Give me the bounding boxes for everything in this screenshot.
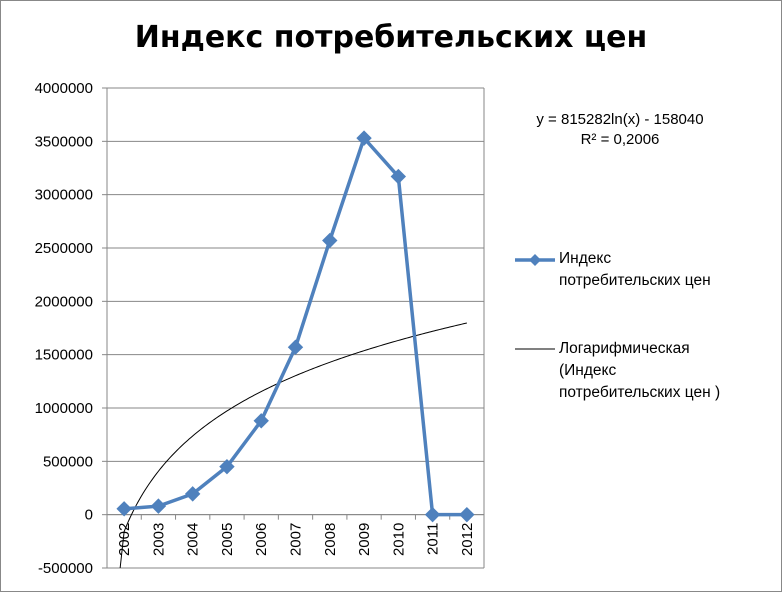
trendline-layer: [119, 322, 467, 569]
data-point-marker: [253, 413, 269, 429]
y-tick-label: -500000: [38, 560, 93, 577]
x-tick-label: 2006: [253, 523, 270, 556]
x-tick-label: 2003: [150, 523, 167, 556]
y-tick-label: 1000000: [35, 400, 93, 417]
data-point-marker: [116, 501, 132, 517]
data-point-marker: [356, 130, 372, 146]
y-tick-label: 2000000: [35, 293, 93, 310]
legend-trend-line-1: Логарифмическая: [559, 340, 690, 357]
trendline-r2: R² = 0,2006: [580, 131, 660, 148]
legend-series-line-1: Индекс: [559, 250, 612, 267]
legend-trendline-label: Логарифмическая (Индекс потребительских …: [559, 338, 720, 404]
trendline-curve: [119, 322, 467, 569]
x-tick-label: 2009: [356, 523, 373, 556]
legend-trend-line-2: (Индекс: [559, 362, 617, 379]
legend-markers: [515, 254, 555, 350]
data-point-marker: [150, 498, 167, 514]
x-tick-label: 2004: [185, 523, 202, 556]
data-point-marker: [184, 486, 201, 502]
y-tick-label: 3000000: [35, 187, 93, 204]
y-tick-label: 500000: [43, 453, 93, 470]
x-tick-label: 2008: [322, 523, 339, 556]
data-point-marker: [390, 168, 407, 185]
y-axis-ticks: -500000 0 500000 1000000 1500000 2000000 25000…: [35, 80, 93, 577]
x-tick-label: 2012: [459, 523, 476, 556]
x-tick-label: 2005: [219, 523, 236, 556]
axes: [106, 88, 485, 568]
y-tick-label: 0: [85, 507, 93, 524]
y-tick-label: 2500000: [35, 240, 93, 257]
y-tick-label: 4000000: [35, 80, 93, 97]
x-axis-ticks: 2002 2003 2004 2005 2006 2007 2008 2009 2010 2011…: [116, 523, 476, 556]
x-tick-label: 2010: [390, 523, 407, 556]
data-point-marker: [322, 232, 338, 249]
data-point-marker: [287, 339, 304, 355]
data-point-marker: [459, 506, 475, 523]
trendline-equation-box: y = 815282ln(x) - 158040 R² = 0,2006: [500, 110, 740, 150]
legend-trend-line-3: потребительских цен ): [559, 384, 721, 401]
data-point-marker: [219, 458, 235, 475]
data-point-marker: [424, 506, 441, 523]
trendline-equation: y = 815282ln(x) - 158040: [536, 111, 704, 128]
chart-title: Индекс потребительских цен: [134, 20, 648, 55]
legend-series-swatch-marker: [529, 254, 541, 266]
y-tick-label: 1500000: [35, 347, 93, 364]
series-layer: [116, 130, 475, 523]
legend-series-label: Индекс потребительских цен: [559, 248, 711, 292]
y-tick-label: 3500000: [35, 133, 93, 150]
gridlines: [102, 87, 484, 569]
x-tick-label: 2007: [288, 523, 305, 556]
x-tick-label: 2002: [116, 523, 133, 556]
legend-series-line-2: потребительских цен: [559, 272, 711, 289]
x-tick-label: 2011: [425, 523, 442, 555]
